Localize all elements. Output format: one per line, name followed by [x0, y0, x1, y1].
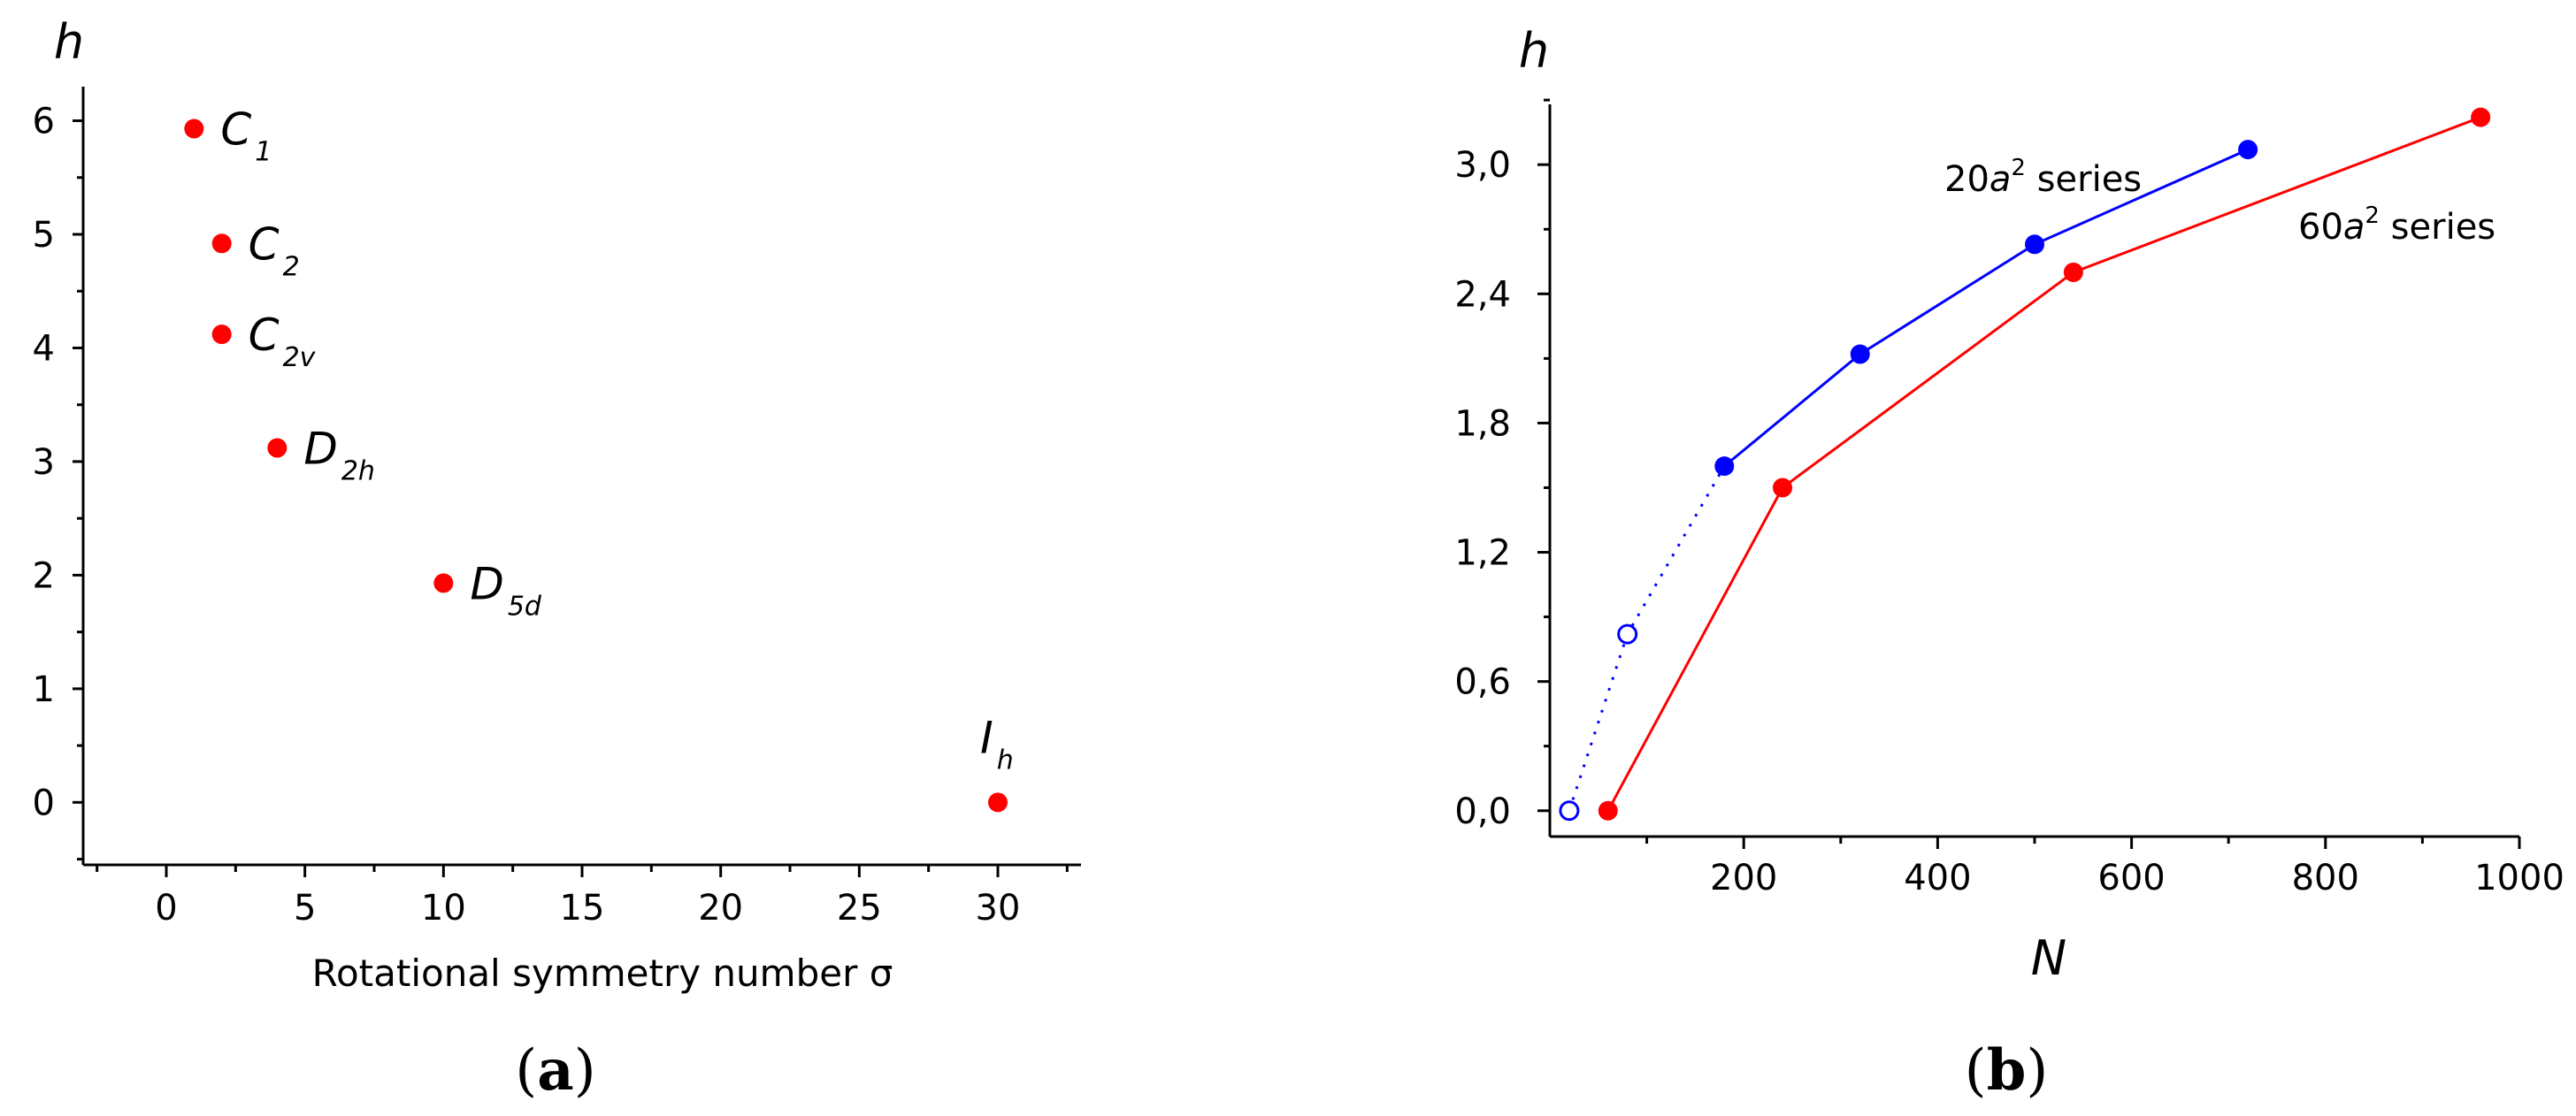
- panel-b-series: [1559, 107, 2491, 822]
- panel-a-y-tick-label: 0: [33, 783, 55, 823]
- series-point: [1714, 456, 1735, 477]
- panel-a-y-ticks: 0 1 2 3 4 5 6: [33, 102, 83, 861]
- series-label-20a2-var: a: [1990, 159, 2012, 200]
- panel-a-x-tick-label: 0: [155, 888, 177, 929]
- series-point: [2238, 140, 2258, 160]
- panel-b-label-letter: b: [1987, 1037, 2027, 1104]
- panel-a-scatter: 0 1 2 3 4 5 6 0 5 10 15 20 25 30 C 1 C 2 C 2v D 2h D 5d I h h R…: [33, 14, 1081, 1104]
- panel-a-label-close: ): [574, 1038, 596, 1104]
- series-label-60a2: 60a2 series: [2298, 203, 2496, 248]
- panel-b-x-tick-label: 1000: [2474, 858, 2564, 898]
- panel-a-y-tick-label: 6: [33, 102, 55, 142]
- panel-b-label-close: ): [2026, 1038, 2048, 1104]
- panel-b-label-open: (: [1965, 1038, 1987, 1104]
- panel-b-y-tick-label: 2,4: [1454, 274, 1511, 315]
- panel-b-y-tick-label: 1,2: [1454, 533, 1511, 574]
- panel-a-label: (a): [515, 1037, 595, 1104]
- series-point: [2063, 262, 2083, 282]
- panel-a-point: [184, 118, 204, 139]
- panel-b-x-ticks: 200 400 600 800 1000: [1645, 837, 2564, 898]
- panel-a-axes: [81, 87, 1081, 867]
- panel-b-x-tick-label: 800: [2292, 858, 2359, 898]
- series-line: [1723, 148, 2249, 468]
- panel-b-y-ticks: 0,0 0,6 1,2 1,8 2,4 3,0: [1454, 98, 1550, 832]
- panel-a-point: [267, 438, 288, 458]
- series-label-60a2-var: a: [2343, 207, 2365, 248]
- panel-a-x-ticks: 0 5 10 15 20 25 30: [96, 865, 1069, 929]
- series-point: [2471, 107, 2491, 127]
- panel-a-point: [211, 233, 232, 254]
- panel-a-x-tick-label: 25: [837, 888, 882, 929]
- panel-a-y-axis-title: h: [54, 14, 84, 70]
- panel-a-y-tick-label: 5: [33, 215, 55, 256]
- series-60a2: [1598, 107, 2491, 821]
- panel-b-x-tick-label: 200: [1710, 858, 1777, 898]
- series-label-60a2-sup: 2: [2365, 203, 2380, 229]
- panel-a-point-labels: C 1 C 2 C 2v D 2h D 5d I h: [220, 104, 1013, 776]
- series-label-20a2-suffix: series: [2026, 159, 2142, 200]
- panel-b-y-tick-label: 0,6: [1454, 662, 1511, 703]
- panel-b-x-axis-title: N: [2031, 930, 2066, 986]
- panel-a-y-tick-label: 2: [33, 555, 55, 596]
- panel-a-y-tick-label: 4: [33, 328, 55, 369]
- series-line: [1606, 116, 2481, 812]
- series-label-60a2-prefix: 60: [2298, 207, 2343, 248]
- panel-b-x-tick-label: 400: [1904, 858, 1971, 898]
- series-label-20a2: 20a2 series: [1944, 155, 2142, 200]
- series-label-20a2-sup: 2: [2011, 155, 2026, 181]
- panel-a-x-axis-title: Rotational symmetry number σ: [312, 952, 893, 995]
- panel-a-point-label: D 2h: [303, 424, 375, 487]
- series-open-point: [1617, 623, 1638, 645]
- panel-a-x-tick-label: 5: [294, 888, 316, 929]
- panel-b-x-tick-label: 600: [2097, 858, 2165, 898]
- series-open-point: [1559, 800, 1580, 822]
- panel-a-x-tick-label: 20: [698, 888, 743, 929]
- panel-b-y-tick-label: 0,0: [1454, 791, 1511, 832]
- panel-b-y-tick-label: 1,8: [1454, 403, 1511, 444]
- panel-a-point: [211, 325, 232, 345]
- panel-a-point-label: C 2v: [249, 310, 317, 373]
- panel-a-point: [988, 792, 1008, 813]
- panel-a-point-label: D 5d: [470, 558, 542, 622]
- series-point: [1850, 344, 1870, 364]
- panel-b-y-axis-title: h: [1519, 23, 1549, 79]
- series-20a2: [1559, 140, 2258, 822]
- panel-a-label-open: (: [515, 1038, 537, 1104]
- series-label-60a2-suffix: series: [2380, 207, 2496, 248]
- panel-b-line-chart: 0,00,61,21,82,43,0 200 400 600 800 1000 20a2…: [1454, 23, 2564, 1104]
- panel-a-x-tick-label: 15: [560, 888, 605, 929]
- panel-a-label-letter: a: [537, 1037, 573, 1104]
- series-point: [1598, 800, 1618, 821]
- series-label-20a2-prefix: 20: [1944, 159, 1990, 200]
- panel-b-y-tick-label: 3,0: [1454, 145, 1511, 186]
- panel-a-y-tick-label: 1: [33, 669, 55, 710]
- panel-a-y-tick-label: 3: [33, 442, 55, 483]
- panel-a-x-tick-label: 30: [976, 888, 1021, 929]
- panel-a-point: [433, 573, 454, 593]
- panel-a-x-tick-label: 10: [421, 888, 466, 929]
- panel-b-label: (b): [1965, 1037, 2049, 1104]
- series-point: [1773, 478, 1793, 498]
- series-point: [2025, 234, 2044, 255]
- panel-a-points: [184, 118, 1008, 813]
